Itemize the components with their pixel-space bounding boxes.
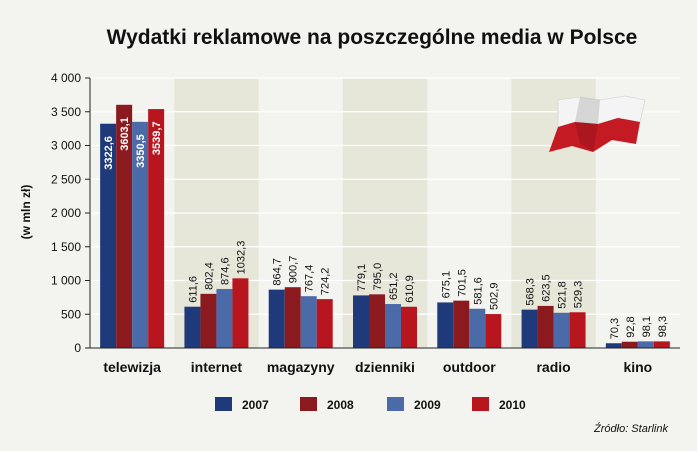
category-label: telewizja xyxy=(103,359,161,375)
y-tick-label: 0 xyxy=(74,341,81,355)
data-label: 767,4 xyxy=(304,265,316,293)
data-label: 900,7 xyxy=(288,256,300,284)
data-label: 802,4 xyxy=(203,262,215,290)
category-label: dzienniki xyxy=(355,359,415,375)
data-label: 98,1 xyxy=(641,316,653,337)
data-label: 581,6 xyxy=(472,277,484,305)
bar-2009-kino xyxy=(637,341,654,348)
legend-swatch-2009 xyxy=(387,397,404,411)
bar-2008-kino xyxy=(621,341,638,348)
chart-title: Wydatki reklamowe na poszczególne media … xyxy=(107,26,638,49)
data-label: 1032,3 xyxy=(235,241,247,275)
bar-2010-kino xyxy=(653,341,670,348)
y-tick-label: 1 000 xyxy=(51,274,81,288)
bar-2008-outdoor xyxy=(453,300,470,348)
bar-2010-outdoor xyxy=(485,314,502,348)
y-tick-label: 3 000 xyxy=(51,139,81,153)
data-label: 874,6 xyxy=(219,257,231,285)
data-label: 701,5 xyxy=(456,269,468,297)
data-label: 3603,1 xyxy=(119,117,131,151)
category-label: outdoor xyxy=(443,359,496,375)
legend-label: 2008 xyxy=(327,398,354,412)
data-label: 502,9 xyxy=(488,283,500,311)
data-label: 3350,5 xyxy=(135,134,147,168)
bar-2007-magazyny xyxy=(268,289,285,348)
bar-2007-kino xyxy=(605,343,622,348)
legend-swatch-2007 xyxy=(215,397,232,411)
bar-2008-telewizja xyxy=(116,104,133,349)
source-note: Źródło: Starlink xyxy=(593,422,668,435)
bar-2009-internet xyxy=(216,288,233,348)
bar-2010-magazyny xyxy=(316,299,333,348)
y-tick-label: 4 000 xyxy=(51,71,81,85)
category-label: radio xyxy=(536,359,570,375)
data-label: 92,8 xyxy=(625,316,637,337)
polish-flag-icon xyxy=(549,95,646,152)
category-label: kino xyxy=(623,359,652,375)
bar-2007-internet xyxy=(184,306,201,348)
bar-2010-dzienniki xyxy=(401,306,417,348)
data-label: 529,3 xyxy=(573,281,585,309)
bar-2007-radio xyxy=(521,309,538,348)
bar-2010-radio xyxy=(569,312,586,348)
y-tick-label: 2 000 xyxy=(51,206,81,220)
bar-2009-magazyny xyxy=(300,296,317,348)
data-label: 675,1 xyxy=(440,271,452,299)
data-label: 3539,7 xyxy=(151,121,163,155)
category-label: magazyny xyxy=(267,359,335,375)
bar-2008-radio xyxy=(537,305,554,348)
data-label: 568,3 xyxy=(525,278,537,306)
y-tick-label: 3 500 xyxy=(51,105,81,119)
y-axis-label: (w mln zł) xyxy=(19,185,33,240)
data-label: 623,5 xyxy=(541,274,553,302)
data-label: 651,2 xyxy=(388,273,400,301)
bar-2008-magazyny xyxy=(284,287,301,348)
data-label: 795,0 xyxy=(372,263,384,291)
data-label: 70,3 xyxy=(609,318,621,339)
data-label: 98,3 xyxy=(657,316,669,337)
legend-swatch-2008 xyxy=(300,397,317,411)
legend-label: 2007 xyxy=(242,398,269,412)
bar-2007-dzienniki xyxy=(353,295,369,348)
legend-label: 2009 xyxy=(414,398,441,412)
bar-2009-dzienniki xyxy=(385,304,401,348)
y-tick-label: 500 xyxy=(61,307,81,321)
y-tick-label: 1 500 xyxy=(51,240,81,254)
bar-2010-internet xyxy=(232,278,249,348)
data-label: 521,8 xyxy=(557,281,569,309)
data-label: 611,6 xyxy=(187,276,199,303)
bar-2007-outdoor xyxy=(437,302,454,348)
bar-2010-telewizja xyxy=(148,109,165,348)
bar-2009-outdoor xyxy=(469,308,486,348)
data-label: 864,7 xyxy=(272,258,284,286)
bar-2008-dzienniki xyxy=(369,294,385,348)
bar-2009-radio xyxy=(553,312,570,348)
legend-swatch-2010 xyxy=(472,397,489,411)
legend-label: 2010 xyxy=(499,398,526,412)
y-tick-label: 2 500 xyxy=(51,172,81,186)
legend: 2007 2008 2009 2010 xyxy=(215,397,526,412)
data-label: 610,9 xyxy=(404,275,416,303)
category-label: internet xyxy=(191,359,243,375)
data-label: 724,2 xyxy=(320,268,332,296)
data-label: 779,1 xyxy=(356,264,368,292)
data-label: 3322,6 xyxy=(103,136,115,170)
bar-2008-internet xyxy=(200,293,217,348)
bar-2009-telewizja xyxy=(132,121,149,348)
bar-2007-telewizja xyxy=(100,123,117,348)
